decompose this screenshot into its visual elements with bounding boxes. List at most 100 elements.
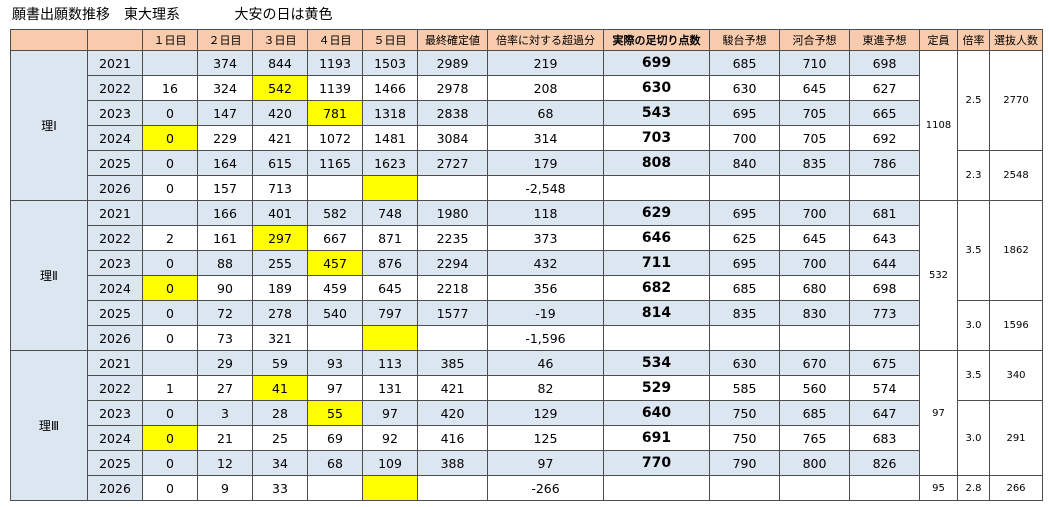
cutoff-cell: 699 bbox=[603, 50, 710, 76]
kawai-cell: 705 bbox=[779, 100, 850, 126]
day2-cell: 9 bbox=[197, 475, 253, 501]
final-cell bbox=[417, 175, 488, 201]
header-capacity: 定員 bbox=[919, 29, 958, 51]
day1-cell: 0 bbox=[142, 325, 198, 351]
sundai-cell: 630 bbox=[709, 75, 780, 101]
day3-cell: 421 bbox=[252, 125, 308, 151]
sundai-cell: 750 bbox=[709, 425, 780, 451]
sundai-cell bbox=[709, 475, 780, 501]
selected-count-cell: 2548 bbox=[989, 150, 1043, 201]
highlight-note: 大安の日は黄色 bbox=[234, 7, 333, 23]
year-cell: 2026 bbox=[87, 475, 143, 501]
table-row: 2022 2 161 297 667 871 2235 373 646 625 645 643 bbox=[11, 225, 1043, 251]
day2-cell: 166 bbox=[197, 200, 253, 226]
year-cell: 2023 bbox=[87, 250, 143, 276]
day4-cell: 582 bbox=[307, 200, 363, 226]
group-label: 理Ⅱ bbox=[10, 200, 88, 351]
applications-table: １日目 ２日目 ３日目 ４日目 ５日目 最終確定値 倍率に対する超過分 実際の足… bbox=[10, 29, 1043, 501]
table-row: 2022 16 324 542 1139 1466 2978 208 630 630 645 627 bbox=[11, 75, 1043, 101]
ratio-cell: 2.5 bbox=[957, 50, 990, 151]
final-cell: 2727 bbox=[417, 150, 488, 176]
toshin-cell: 647 bbox=[849, 400, 920, 426]
day2-cell: 3 bbox=[197, 400, 253, 426]
day1-cell: 1 bbox=[142, 375, 198, 401]
kawai-cell: 645 bbox=[779, 225, 850, 251]
cutoff-cell: 629 bbox=[603, 200, 710, 226]
sundai-cell bbox=[709, 175, 780, 201]
day3-cell: 34 bbox=[252, 450, 308, 476]
cutoff-cell: 534 bbox=[603, 350, 710, 376]
kawai-cell bbox=[779, 325, 850, 351]
sundai-cell: 695 bbox=[709, 200, 780, 226]
table-row: 理Ⅰ 2021 374 844 1193 1503 2989 219 699 685 710 698 1… bbox=[10, 50, 1043, 201]
day2-cell: 72 bbox=[197, 300, 253, 326]
day2-cell: 147 bbox=[197, 100, 253, 126]
year-cell: 2021 bbox=[87, 350, 143, 376]
excess-cell: 356 bbox=[487, 275, 604, 301]
kawai-cell: 700 bbox=[779, 200, 850, 226]
day2-cell: 90 bbox=[197, 275, 253, 301]
capacity-cell: 95 bbox=[919, 475, 958, 501]
day4-cell: 69 bbox=[307, 425, 363, 451]
selected-count-cell: 266 bbox=[989, 475, 1043, 501]
sundai-cell: 750 bbox=[709, 400, 780, 426]
final-cell: 2838 bbox=[417, 100, 488, 126]
header-cutoff: 実際の足切り点数 bbox=[603, 29, 710, 51]
final-cell: 2978 bbox=[417, 75, 488, 101]
day1-cell: 0 bbox=[142, 100, 198, 126]
day1-cell: 0 bbox=[142, 475, 198, 501]
table-row: 2023 0 3 28 55 97 420 129 640 750 685 647 3.0 291 bbox=[11, 400, 1043, 476]
day5-cell: 1466 bbox=[362, 75, 418, 101]
excess-cell: 97 bbox=[487, 450, 604, 476]
day1-cell: 0 bbox=[142, 150, 198, 176]
kawai-cell: 685 bbox=[779, 400, 850, 426]
excess-cell: 179 bbox=[487, 150, 604, 176]
excess-cell: 373 bbox=[487, 225, 604, 251]
day3-cell: 615 bbox=[252, 150, 308, 176]
excess-cell: -1,596 bbox=[487, 325, 604, 351]
day5-cell bbox=[362, 175, 418, 201]
day3-cell: 713 bbox=[252, 175, 308, 201]
toshin-cell bbox=[849, 175, 920, 201]
cutoff-cell: 646 bbox=[603, 225, 710, 251]
toshin-cell: 675 bbox=[849, 350, 920, 376]
kawai-cell: 670 bbox=[779, 350, 850, 376]
toshin-cell: 786 bbox=[849, 150, 920, 176]
day5-cell: 876 bbox=[362, 250, 418, 276]
kawai-cell: 645 bbox=[779, 75, 850, 101]
title-bar: 願書出願数推移 東大理系 大安の日は黄色 bbox=[12, 4, 332, 26]
toshin-cell: 574 bbox=[849, 375, 920, 401]
kawai-cell: 835 bbox=[779, 150, 850, 176]
day1-cell: 16 bbox=[142, 75, 198, 101]
final-cell: 2235 bbox=[417, 225, 488, 251]
toshin-cell bbox=[849, 475, 920, 501]
toshin-cell: 627 bbox=[849, 75, 920, 101]
day2-cell: 27 bbox=[197, 375, 253, 401]
selected-count-cell: 291 bbox=[989, 400, 1043, 476]
year-cell: 2022 bbox=[87, 225, 143, 251]
year-cell: 2021 bbox=[87, 200, 143, 226]
table-row: 2023 0 147 420 781 1318 2838 68 543 695 705 665 bbox=[11, 100, 1043, 126]
final-cell bbox=[417, 325, 488, 351]
day1-cell bbox=[142, 50, 198, 76]
day3-cell: 33 bbox=[252, 475, 308, 501]
day3-cell: 41 bbox=[252, 375, 308, 401]
cutoff-cell bbox=[603, 325, 710, 351]
cutoff-cell: 640 bbox=[603, 400, 710, 426]
final-cell: 416 bbox=[417, 425, 488, 451]
toshin-cell: 681 bbox=[849, 200, 920, 226]
excess-cell: 432 bbox=[487, 250, 604, 276]
final-cell: 3084 bbox=[417, 125, 488, 151]
ratio-cell: 3.0 bbox=[957, 300, 990, 351]
kawai-cell bbox=[779, 475, 850, 501]
sundai-cell bbox=[709, 325, 780, 351]
excess-cell: 68 bbox=[487, 100, 604, 126]
sundai-cell: 685 bbox=[709, 50, 780, 76]
header-final: 最終確定値 bbox=[417, 29, 488, 51]
cutoff-cell: 703 bbox=[603, 125, 710, 151]
table-row: 理Ⅲ 2021 29 59 93 113 385 46 534 630 670 675 97 3.5 340 bbox=[10, 350, 1043, 501]
day1-cell: 0 bbox=[142, 125, 198, 151]
table-row: 2026 0 73 321 -1,596 bbox=[11, 325, 1043, 351]
day4-cell: 1193 bbox=[307, 50, 363, 76]
table-row: 2022 1 27 41 97 131 421 82 529 585 560 574 bbox=[11, 375, 1043, 401]
